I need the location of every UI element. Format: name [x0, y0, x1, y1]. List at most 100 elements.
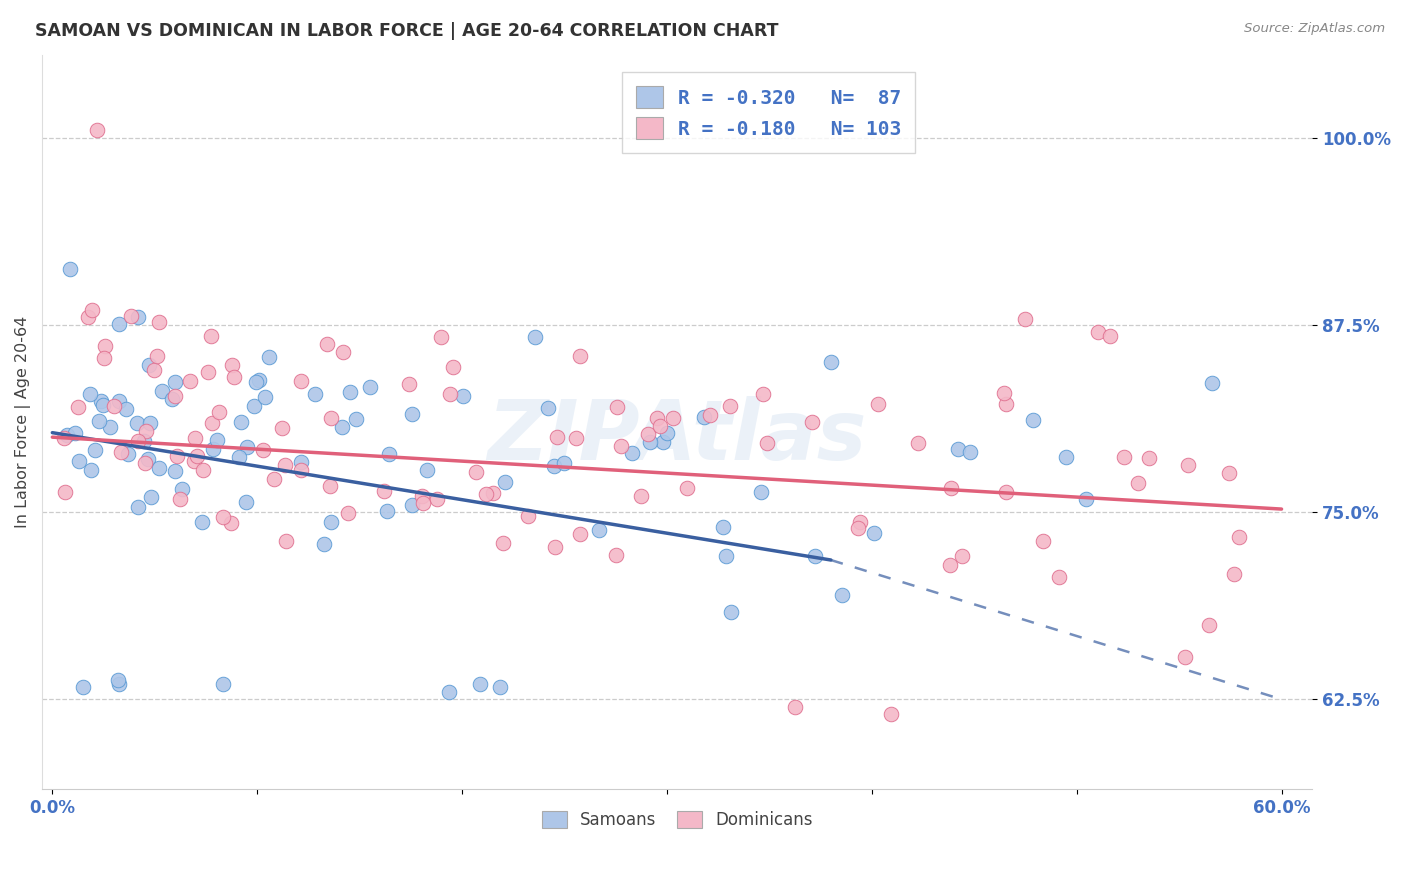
- Point: [831, 588, 853, 602]
- Point: [606, 400, 628, 414]
- Point: [1198, 618, 1220, 632]
- Point: [245, 375, 267, 389]
- Point: [318, 479, 340, 493]
- Point: [200, 329, 222, 343]
- Point: [1201, 376, 1223, 391]
- Point: [430, 329, 453, 343]
- Point: [699, 408, 721, 422]
- Point: [160, 392, 183, 406]
- Point: [91, 398, 114, 412]
- Point: [332, 420, 354, 434]
- Text: SAMOAN VS DOMINICAN IN LABOR FORCE | AGE 20-64 CORRELATION CHART: SAMOAN VS DOMINICAN IN LABOR FORCE | AGE…: [35, 22, 779, 40]
- Point: [150, 384, 173, 398]
- Point: [148, 461, 170, 475]
- Point: [84, 443, 107, 458]
- Point: [546, 430, 568, 444]
- Point: [125, 416, 148, 430]
- Point: [270, 421, 292, 435]
- Point: [630, 489, 652, 503]
- Point: [127, 500, 149, 514]
- Point: [304, 386, 326, 401]
- Point: [228, 450, 250, 465]
- Point: [212, 509, 235, 524]
- Point: [86, 123, 108, 137]
- Point: [212, 677, 235, 691]
- Point: [120, 310, 142, 324]
- Point: [565, 431, 588, 445]
- Point: [127, 434, 149, 448]
- Point: [645, 410, 668, 425]
- Point: [544, 540, 567, 554]
- Point: [588, 523, 610, 537]
- Point: [290, 463, 312, 477]
- Point: [146, 349, 169, 363]
- Point: [191, 463, 214, 477]
- Point: [79, 387, 101, 401]
- Point: [339, 384, 361, 399]
- Point: [569, 527, 592, 541]
- Point: [224, 370, 246, 384]
- Point: [718, 399, 741, 413]
- Point: [846, 521, 869, 535]
- Point: [1137, 451, 1160, 466]
- Point: [411, 489, 433, 503]
- Point: [276, 534, 298, 549]
- Point: [714, 549, 737, 564]
- Point: [415, 463, 437, 477]
- Point: [752, 386, 775, 401]
- Point: [1227, 530, 1250, 544]
- Point: [863, 526, 886, 541]
- Point: [219, 516, 242, 530]
- Point: [492, 536, 515, 550]
- Point: [80, 302, 103, 317]
- Point: [994, 397, 1017, 411]
- Point: [148, 315, 170, 329]
- Point: [648, 418, 671, 433]
- Point: [994, 484, 1017, 499]
- Point: [610, 439, 633, 453]
- Point: [93, 351, 115, 365]
- Point: [89, 414, 111, 428]
- Point: [1126, 475, 1149, 490]
- Point: [1114, 450, 1136, 465]
- Point: [711, 520, 734, 534]
- Point: [946, 442, 969, 456]
- Point: [316, 337, 339, 351]
- Text: Source: ZipAtlas.com: Source: ZipAtlas.com: [1244, 22, 1385, 36]
- Point: [236, 440, 259, 454]
- Point: [108, 394, 131, 409]
- Point: [638, 434, 661, 449]
- Point: [186, 449, 208, 463]
- Point: [605, 548, 627, 562]
- Point: [263, 472, 285, 486]
- Point: [201, 416, 224, 430]
- Point: [907, 436, 929, 450]
- Point: [939, 558, 962, 572]
- Point: [651, 435, 673, 450]
- Point: [401, 498, 423, 512]
- Y-axis label: In Labor Force | Age 20-64: In Labor Force | Age 20-64: [15, 316, 31, 528]
- Point: [72, 681, 94, 695]
- Point: [163, 389, 186, 403]
- Point: [1076, 492, 1098, 507]
- Point: [184, 431, 207, 445]
- Point: [488, 681, 510, 695]
- Point: [190, 515, 212, 529]
- Point: [163, 375, 186, 389]
- Point: [205, 434, 228, 448]
- Point: [524, 330, 547, 344]
- Point: [90, 393, 112, 408]
- Point: [115, 401, 138, 416]
- Point: [464, 465, 486, 479]
- Point: [359, 379, 381, 393]
- Point: [290, 374, 312, 388]
- Point: [941, 481, 963, 495]
- Point: [398, 377, 420, 392]
- Point: [783, 699, 806, 714]
- Point: [134, 456, 156, 470]
- Point: [235, 494, 257, 508]
- Point: [553, 456, 575, 470]
- Point: [412, 496, 434, 510]
- Point: [755, 436, 778, 450]
- Point: [172, 482, 194, 496]
